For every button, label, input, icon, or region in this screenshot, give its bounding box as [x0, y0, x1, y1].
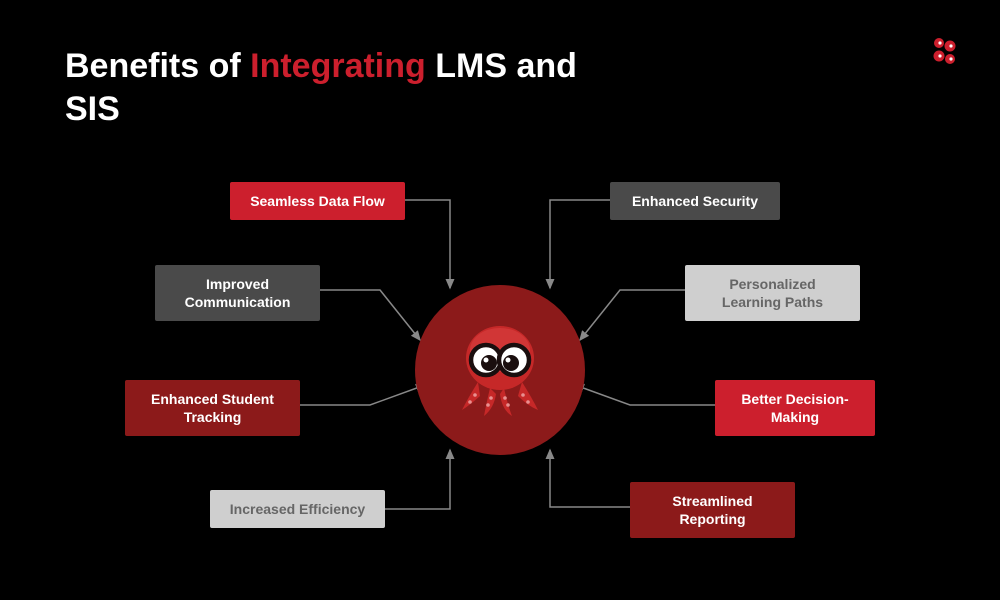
connector-tracking [300, 385, 425, 405]
benefit-box-decision: Better Decision-Making [715, 380, 875, 436]
benefit-label: Increased Efficiency [230, 500, 365, 518]
center-mascot-circle [415, 285, 585, 455]
connector-paths [580, 290, 685, 340]
benefit-label: Enhanced Security [632, 192, 758, 210]
benefit-box-security: Enhanced Security [610, 182, 780, 220]
benefit-box-tracking: Enhanced Student Tracking [125, 380, 300, 436]
benefit-label: Seamless Data Flow [250, 192, 385, 210]
benefit-label: Improved Communication [169, 275, 306, 311]
benefit-box-seamless: Seamless Data Flow [230, 182, 405, 220]
benefit-box-comm: Improved Communication [155, 265, 320, 321]
connector-comm [320, 290, 420, 340]
page-title: Benefits of Integrating LMS and SIS [65, 45, 615, 130]
benefit-label: Personalized Learning Paths [699, 275, 846, 311]
benefit-box-paths: Personalized Learning Paths [685, 265, 860, 321]
title-prefix: Benefits of [65, 47, 250, 85]
benefit-label: Streamlined Reporting [644, 492, 781, 528]
connector-security [550, 200, 610, 288]
connector-decision [575, 385, 715, 405]
benefit-label: Enhanced Student Tracking [139, 390, 286, 426]
connector-efficiency [385, 450, 450, 509]
title-highlight: Integrating [250, 47, 426, 85]
connector-seamless [405, 200, 450, 288]
octopus-mascot-icon [440, 310, 560, 430]
connector-reporting [550, 450, 630, 507]
benefit-box-reporting: Streamlined Reporting [630, 482, 795, 538]
benefits-diagram: Seamless Data Flow Enhanced Security Impro… [0, 160, 1000, 580]
benefit-box-efficiency: Increased Efficiency [210, 490, 385, 528]
benefit-label: Better Decision-Making [729, 390, 861, 426]
brand-logo-icon [928, 35, 960, 67]
